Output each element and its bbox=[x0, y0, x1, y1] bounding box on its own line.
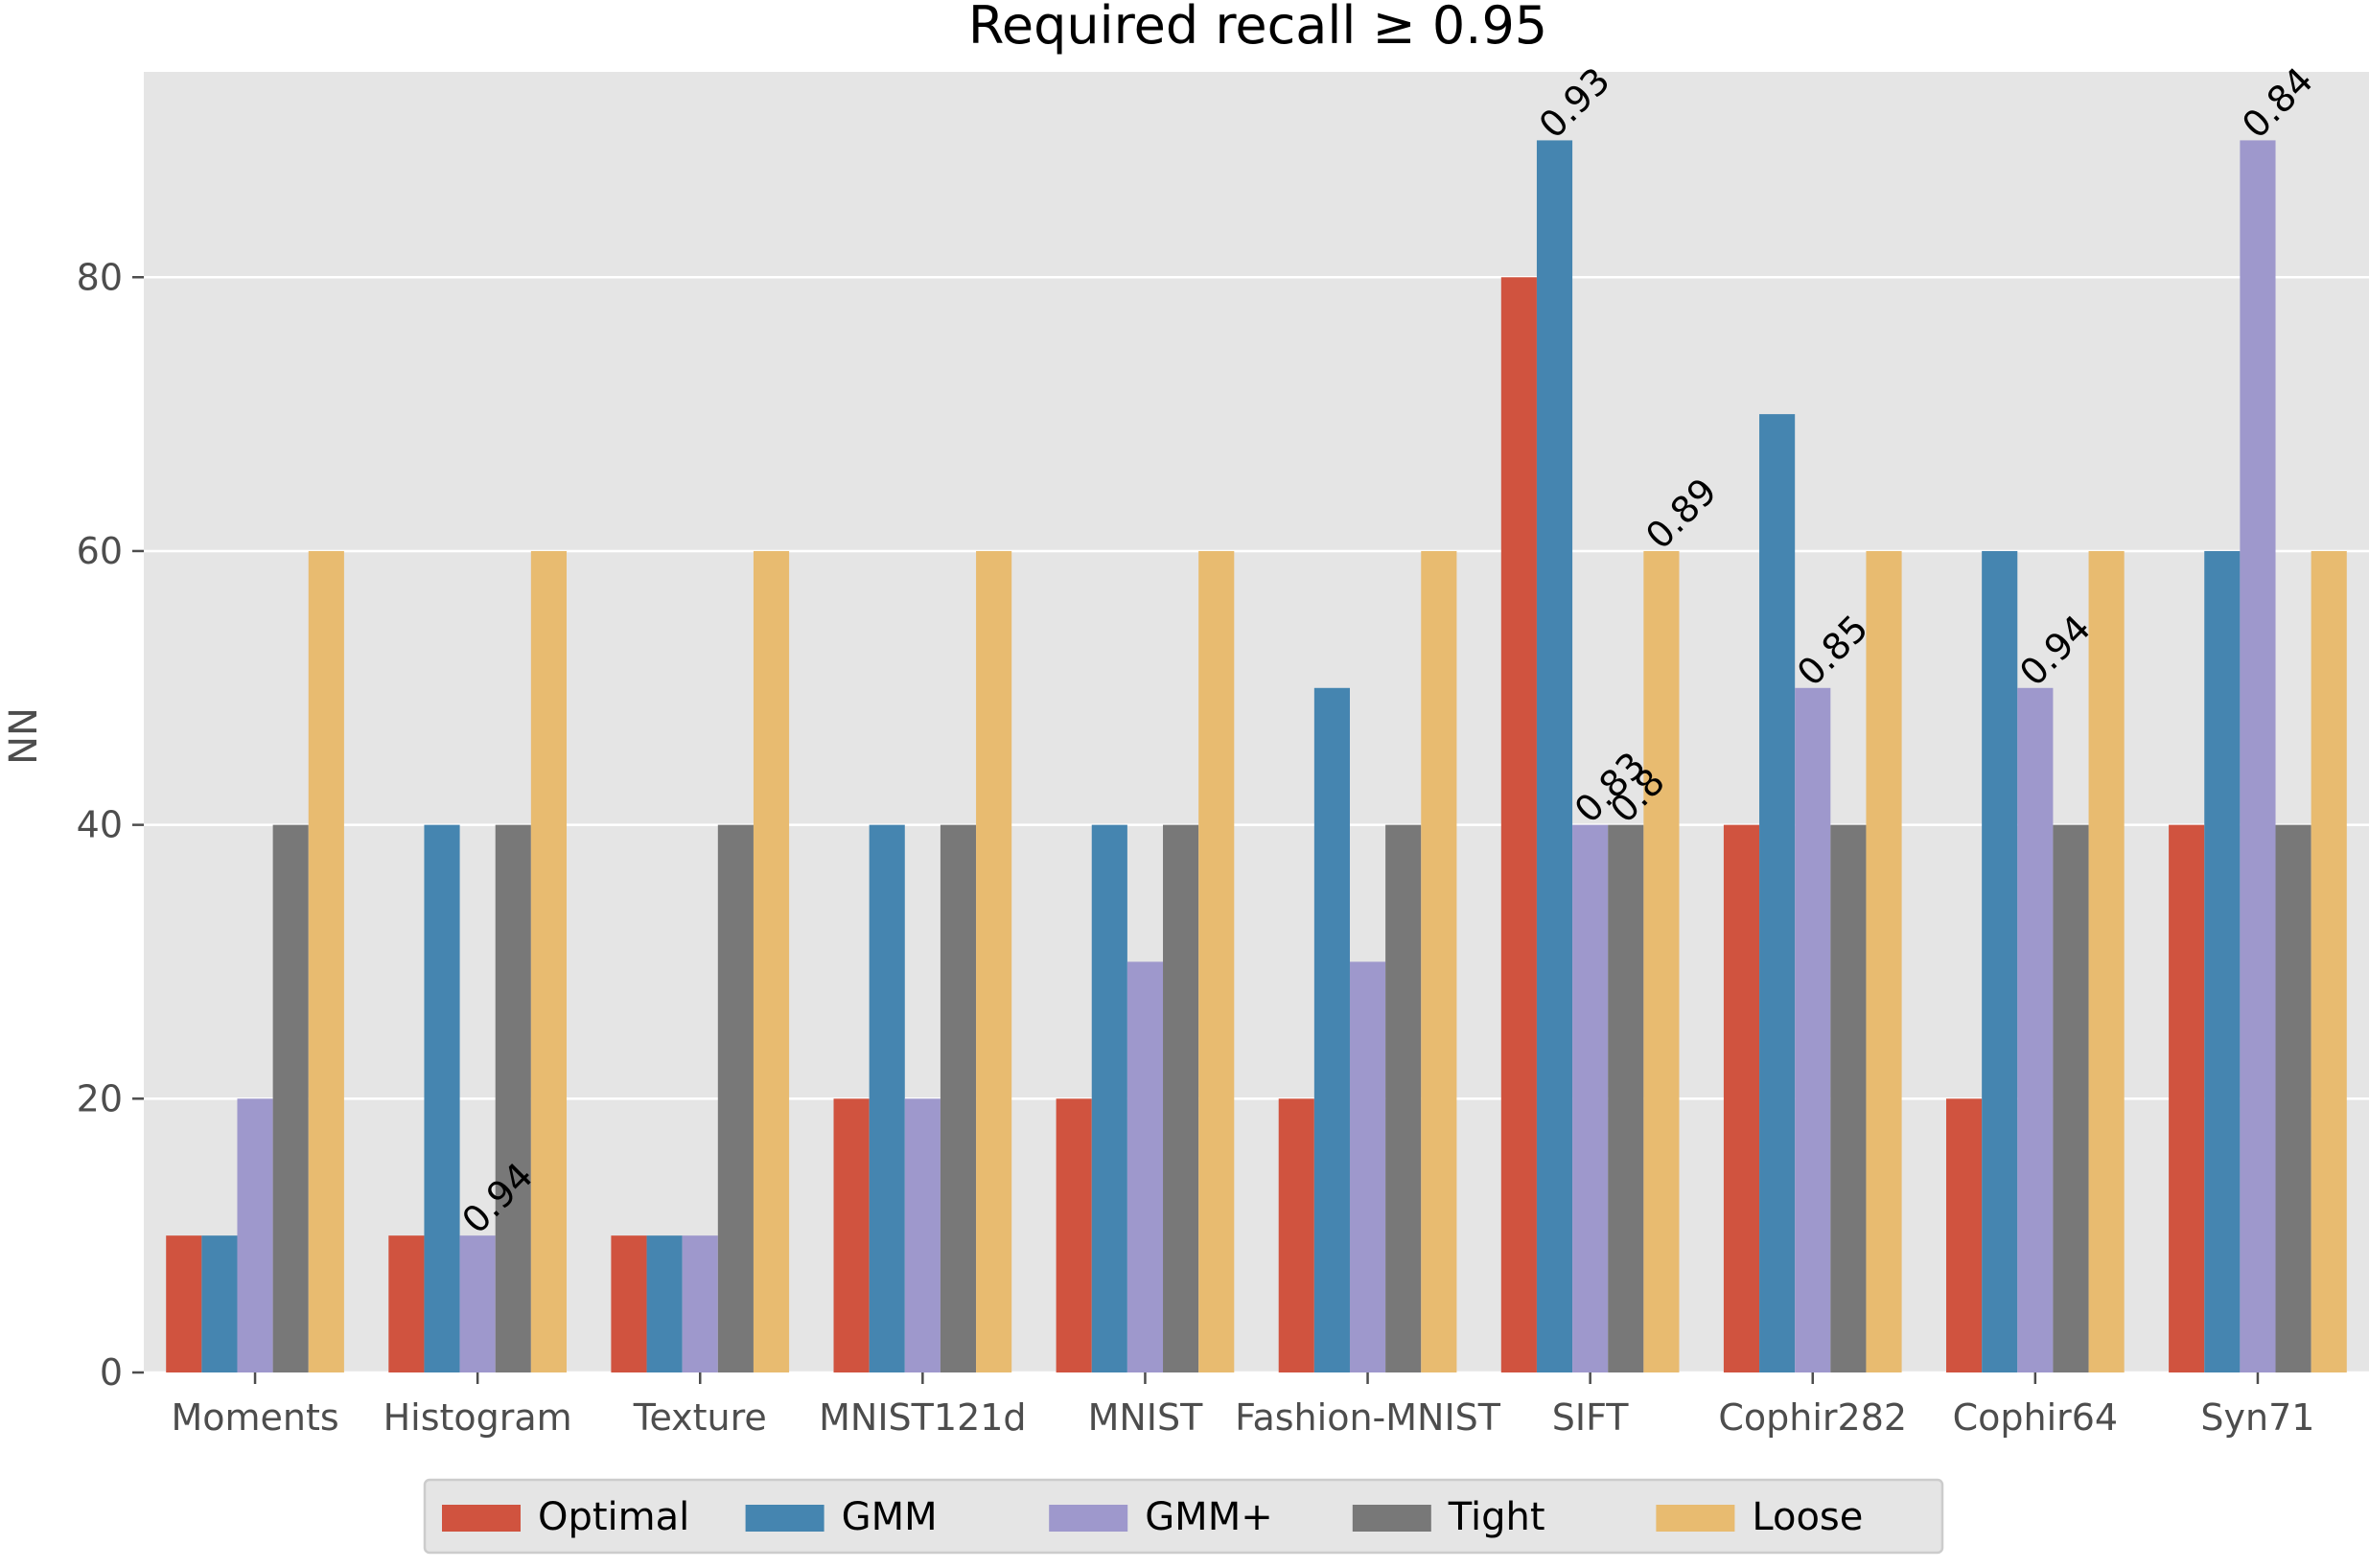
bar-gmm bbox=[646, 1235, 683, 1372]
bar-tight bbox=[1385, 824, 1422, 1372]
x-tick-label: SIFT bbox=[1552, 1396, 1630, 1439]
bar-optimal bbox=[833, 1098, 870, 1372]
legend-swatch bbox=[745, 1505, 825, 1532]
chart-title: Required recall ≥ 0.95 bbox=[968, 0, 1547, 56]
bar-loose bbox=[2088, 550, 2125, 1372]
legend-swatch bbox=[1656, 1505, 1735, 1532]
bar-optimal bbox=[611, 1235, 647, 1372]
x-tick-label: Cophir282 bbox=[1718, 1396, 1907, 1439]
bar-loose bbox=[1866, 550, 1902, 1372]
x-tick-label: Fashion-MNIST bbox=[1235, 1396, 1501, 1439]
bar-loose bbox=[2311, 550, 2347, 1372]
x-tick-label: Histogram bbox=[383, 1396, 572, 1439]
bar-loose bbox=[753, 550, 790, 1372]
bar-tight bbox=[495, 824, 531, 1372]
y-tick-label: 40 bbox=[77, 804, 123, 846]
bar-gmm- bbox=[1795, 687, 1831, 1372]
x-tick-label: Texture bbox=[633, 1396, 767, 1439]
bar-optimal bbox=[1278, 1098, 1314, 1372]
legend-box bbox=[423, 1478, 1944, 1555]
bar-optimal bbox=[2169, 824, 2205, 1372]
bar-optimal bbox=[1056, 1098, 1092, 1372]
bar-tight bbox=[272, 824, 309, 1372]
bar-loose bbox=[308, 550, 344, 1372]
x-tick-label: Syn71 bbox=[2200, 1396, 2314, 1439]
bar-gmm- bbox=[1349, 961, 1386, 1372]
bar-optimal bbox=[1500, 277, 1537, 1372]
bar-gmm- bbox=[904, 1098, 941, 1372]
bar-loose bbox=[1198, 550, 1235, 1372]
legend-label: GMM+ bbox=[1145, 1495, 1273, 1539]
legend-swatch bbox=[1049, 1505, 1128, 1532]
bar-loose bbox=[1643, 550, 1680, 1372]
x-tick-label: MNIST121d bbox=[819, 1396, 1026, 1439]
bar-optimal bbox=[166, 1235, 202, 1372]
bar-gmm- bbox=[682, 1235, 718, 1372]
bar-gmm bbox=[2204, 550, 2241, 1372]
bar-tight bbox=[2053, 824, 2089, 1372]
bar-tight bbox=[940, 824, 977, 1372]
bar-loose bbox=[976, 550, 1012, 1372]
bar-tight bbox=[1608, 824, 1644, 1372]
y-tick-label: 20 bbox=[77, 1077, 123, 1119]
legend-label: Tight bbox=[1448, 1495, 1545, 1539]
bar-gmm- bbox=[1572, 824, 1609, 1372]
bars bbox=[166, 140, 2347, 1373]
axes: 0 20 40 60 80 Moments Histogram Texture MNIST121… bbox=[77, 256, 2315, 1439]
bar-loose bbox=[530, 550, 567, 1372]
bar-gmm bbox=[1982, 550, 2018, 1372]
bar-optimal bbox=[1946, 1098, 1983, 1372]
y-tick-label: 80 bbox=[77, 256, 123, 298]
y-tick-label: 0 bbox=[100, 1351, 123, 1394]
bar-gmm- bbox=[459, 1235, 496, 1372]
bar-gmm bbox=[869, 824, 905, 1372]
bar-gmm bbox=[1313, 687, 1350, 1372]
bar-gmm bbox=[424, 824, 460, 1372]
bar-tight bbox=[1163, 824, 1199, 1372]
y-axis-label: NN bbox=[2, 707, 46, 765]
bar-gmm- bbox=[1126, 961, 1164, 1372]
x-tick-label: Moments bbox=[171, 1396, 338, 1439]
legend: Optimal GMM GMM+ Tight Loose bbox=[423, 1478, 1944, 1555]
bar-gmm- bbox=[2240, 140, 2276, 1373]
bar-gmm bbox=[1536, 140, 1573, 1373]
legend-swatch bbox=[442, 1505, 521, 1532]
bar-tight bbox=[2275, 824, 2311, 1372]
bar-tight bbox=[1830, 824, 1867, 1372]
legend-label: GMM bbox=[842, 1495, 938, 1539]
legend-swatch bbox=[1352, 1505, 1431, 1532]
bar-optimal bbox=[1723, 824, 1760, 1372]
legend-label: Optimal bbox=[538, 1495, 689, 1539]
bar-optimal bbox=[388, 1235, 425, 1372]
bar-gmm bbox=[201, 1235, 238, 1372]
bar-loose bbox=[1421, 550, 1457, 1372]
bar-gmm bbox=[1091, 824, 1127, 1372]
x-tick-label: MNIST bbox=[1088, 1396, 1204, 1439]
y-tick-label: 60 bbox=[77, 530, 123, 572]
legend-label: Loose bbox=[1752, 1495, 1863, 1539]
bar-gmm bbox=[1759, 414, 1796, 1373]
bar-gmm- bbox=[2017, 687, 2054, 1372]
x-tick-label: Cophir64 bbox=[1953, 1396, 2119, 1439]
bar-gmm- bbox=[237, 1098, 273, 1372]
bar-tight bbox=[717, 824, 754, 1372]
